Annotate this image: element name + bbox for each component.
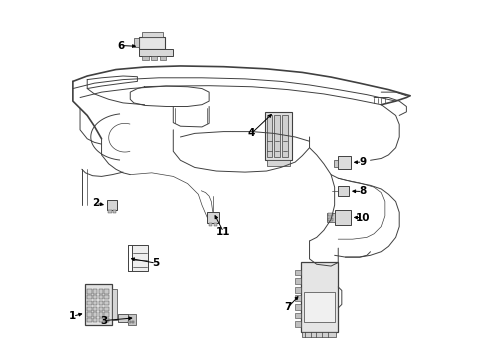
Bar bbox=[134, 39, 139, 48]
Bar bbox=[128, 314, 136, 324]
Bar bbox=[274, 116, 280, 157]
Text: 11: 11 bbox=[216, 227, 231, 237]
Bar bbox=[267, 116, 272, 157]
Bar bbox=[87, 318, 92, 322]
Bar bbox=[98, 289, 103, 294]
Bar bbox=[338, 186, 349, 196]
Bar bbox=[209, 223, 212, 226]
Text: 4: 4 bbox=[248, 129, 255, 138]
Bar bbox=[295, 296, 300, 301]
Bar bbox=[98, 318, 103, 322]
Bar bbox=[98, 295, 103, 300]
Bar bbox=[87, 307, 92, 311]
Bar bbox=[93, 312, 97, 317]
Bar bbox=[295, 313, 300, 319]
Bar bbox=[98, 301, 103, 305]
Text: 7: 7 bbox=[284, 302, 292, 312]
Bar bbox=[139, 37, 165, 49]
Bar bbox=[214, 223, 218, 226]
Bar bbox=[93, 289, 97, 294]
Bar bbox=[107, 201, 117, 211]
Bar bbox=[118, 314, 128, 321]
Bar bbox=[207, 212, 219, 223]
Bar bbox=[98, 307, 103, 311]
Bar bbox=[328, 213, 333, 216]
Bar bbox=[104, 307, 109, 311]
Text: 2: 2 bbox=[93, 198, 100, 208]
Bar bbox=[104, 295, 109, 300]
Text: 1: 1 bbox=[69, 311, 76, 321]
Bar bbox=[85, 284, 112, 325]
Bar bbox=[295, 278, 300, 284]
Bar bbox=[104, 312, 109, 317]
Bar bbox=[87, 301, 92, 305]
Bar bbox=[295, 321, 300, 327]
Bar bbox=[282, 116, 288, 157]
Bar bbox=[132, 321, 134, 323]
Bar bbox=[160, 55, 167, 60]
Bar bbox=[302, 332, 337, 337]
Bar bbox=[104, 301, 109, 305]
Bar bbox=[300, 262, 338, 332]
Bar bbox=[98, 312, 103, 317]
Bar bbox=[327, 213, 335, 222]
Text: 3: 3 bbox=[101, 316, 108, 325]
Bar bbox=[87, 289, 92, 294]
Bar bbox=[295, 287, 300, 293]
Bar bbox=[128, 321, 131, 323]
Bar bbox=[104, 289, 109, 294]
Bar bbox=[295, 304, 300, 310]
Bar bbox=[93, 307, 97, 311]
Bar bbox=[142, 32, 163, 37]
Bar bbox=[295, 270, 300, 275]
Bar bbox=[335, 210, 351, 225]
Text: 5: 5 bbox=[152, 258, 160, 268]
Bar bbox=[139, 49, 173, 56]
Bar bbox=[93, 301, 97, 305]
Bar bbox=[334, 160, 338, 167]
Bar bbox=[87, 295, 92, 300]
Bar bbox=[93, 318, 97, 322]
Bar bbox=[93, 295, 97, 300]
Bar bbox=[267, 160, 290, 166]
Bar bbox=[151, 55, 157, 60]
Bar bbox=[104, 318, 109, 322]
Text: 8: 8 bbox=[359, 186, 366, 197]
Bar bbox=[142, 55, 148, 60]
Bar bbox=[338, 156, 351, 169]
Bar bbox=[328, 218, 333, 221]
Bar bbox=[108, 210, 112, 213]
Bar bbox=[132, 244, 148, 271]
Bar bbox=[87, 312, 92, 317]
Bar bbox=[304, 292, 335, 321]
Text: 6: 6 bbox=[118, 41, 125, 50]
Bar bbox=[112, 289, 117, 320]
Text: 9: 9 bbox=[359, 157, 366, 167]
Bar bbox=[265, 112, 292, 160]
Text: 10: 10 bbox=[355, 213, 370, 222]
Bar bbox=[113, 210, 116, 213]
